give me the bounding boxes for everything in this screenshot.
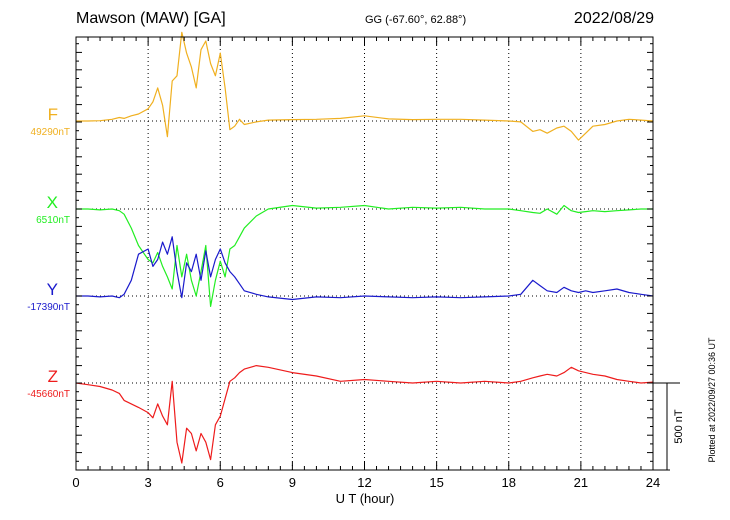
x-tick-label: 18 bbox=[502, 475, 516, 490]
series-line-y bbox=[76, 236, 654, 301]
x-tick-label: 3 bbox=[145, 475, 152, 490]
tick-layer: 0 3 6 9 12 15 18 21 24 bbox=[72, 37, 660, 490]
series-name-f: F bbox=[47, 105, 58, 124]
plotted-at-label: Plotted at 2022/09/27 00:36 UT bbox=[707, 337, 717, 463]
x-tick-label: 6 bbox=[217, 475, 224, 490]
series-line-f bbox=[76, 31, 654, 141]
series-baseline-f: 49290nT bbox=[30, 127, 70, 138]
series-baseline-y: -17390nT bbox=[27, 302, 70, 313]
x-tick-label: 12 bbox=[357, 475, 371, 490]
scale-bar: 500 nT bbox=[653, 382, 685, 471]
series-name-x: X bbox=[46, 193, 58, 212]
series-baseline-z: -45660nT bbox=[27, 389, 70, 400]
x-tick-label: 24 bbox=[646, 475, 660, 490]
x-tick-label: 9 bbox=[289, 475, 296, 490]
x-tick-label: 15 bbox=[429, 475, 443, 490]
coordinates-label: GG (-67.60°, 62.88°) bbox=[365, 14, 467, 26]
x-axis-title: U T (hour) bbox=[335, 491, 395, 506]
series-name-z: Z bbox=[47, 367, 58, 386]
station-title: Mawson (MAW) [GA] bbox=[76, 10, 226, 27]
series-baseline-x: 6510nT bbox=[36, 215, 70, 226]
date-label: 2022/08/29 bbox=[573, 10, 654, 27]
scale-bar-label: 500 nT bbox=[673, 409, 685, 444]
x-tick-label: 21 bbox=[574, 475, 588, 490]
series-line-x bbox=[76, 204, 653, 307]
series-layer bbox=[75, 31, 654, 464]
x-tick-label: 0 bbox=[72, 475, 79, 490]
series-line-z bbox=[75, 365, 654, 464]
grid-layer bbox=[76, 37, 653, 470]
series-name-y: Y bbox=[46, 280, 58, 299]
